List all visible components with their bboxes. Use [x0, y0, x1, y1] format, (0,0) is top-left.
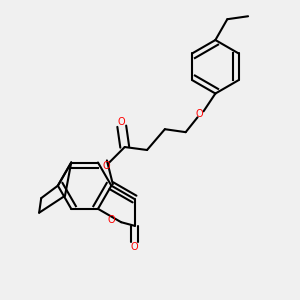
Text: O: O	[102, 161, 110, 171]
Text: O: O	[195, 109, 203, 119]
Text: O: O	[118, 117, 126, 127]
Text: O: O	[131, 242, 138, 252]
Text: O: O	[107, 215, 115, 225]
